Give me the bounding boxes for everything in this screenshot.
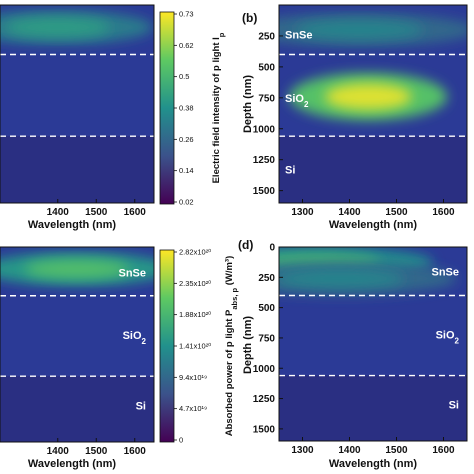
hotspot-core (324, 83, 412, 110)
panel-c: 1400 1500 1600 SnSe SiO2 Si Wavelength (nm) (0, 246, 155, 470)
x-tick-label: 1500 (385, 207, 408, 218)
hotspot-core (5, 18, 111, 37)
hotspot-core (279, 269, 405, 288)
layer-labels-b: SnSe SiO2 Si (285, 30, 313, 177)
x-ticks-c: 1400 1500 1600 (47, 438, 147, 457)
y-tick-label: 0 (269, 243, 275, 254)
y-tick-label: 1500 (253, 186, 276, 197)
plot-frame-c (0, 246, 155, 443)
x-tick-label: 1400 (47, 207, 70, 218)
y-tick-label: 500 (258, 62, 275, 73)
hotspot-core (294, 20, 424, 40)
heatmap-b (279, 5, 467, 203)
y-tick-label: 1250 (253, 155, 276, 166)
x-tick-label: 1600 (124, 207, 147, 218)
y-tick-label: 250 (258, 273, 275, 284)
y-axis-label-b: Depth (nm) (242, 75, 254, 133)
layer-label: SiO2 (436, 329, 460, 345)
colorbar-tick-label: 0.14 (179, 166, 194, 175)
colorbar-tick-label: 2.82x10²⁰ (179, 248, 211, 257)
layer-label: SiO2 (285, 93, 309, 109)
x-ticks-d: 1300 1400 1500 1600 (291, 437, 455, 456)
x-tick-label: 1400 (338, 445, 361, 456)
x-tick-label: 1400 (47, 446, 70, 457)
y-tick-label: 250 (258, 31, 275, 42)
x-tick-label: 1600 (432, 207, 455, 218)
heatmap-a (0, 5, 154, 203)
x-tick-label: 1500 (85, 207, 108, 218)
x-axis-label-a: Wavelength (nm) (28, 219, 117, 231)
y-tick-label: 1000 (253, 364, 276, 375)
x-tick-label: 1300 (291, 207, 314, 218)
layer-label: Si (449, 400, 459, 412)
heatmap-c (0, 247, 154, 442)
layer-label: SnSe (431, 266, 459, 278)
plot-frame-d (278, 246, 468, 442)
colorbar-tick-label: 1.88x10²⁰ (179, 310, 211, 319)
x-tick-label: 1500 (385, 445, 408, 456)
x-axis-label-d: Wavelength (nm) (329, 458, 418, 470)
colorbar-tick-label: 0.38 (179, 104, 194, 113)
colorbar-tick-label: 0.62 (179, 41, 194, 50)
x-tick-label: 1400 (338, 207, 361, 218)
x-tick-label: 1300 (291, 445, 314, 456)
panel-label-d: (d) (238, 238, 253, 252)
hotspot-core (24, 259, 130, 279)
x-ticks-a: 1400 1500 1600 (47, 199, 147, 218)
heatmap-d (279, 247, 467, 441)
layer-labels-d: SnSe SiO2 Si (431, 266, 459, 411)
colorbar-tick-label: 0.02 (179, 198, 194, 207)
y-ticks-b: 250 500 750 1000 1250 1500 (253, 31, 283, 197)
substrate-region (0, 376, 154, 442)
x-ticks-b: 1300 1400 1500 1600 (291, 199, 455, 218)
x-axis-label-c: Wavelength (nm) (28, 458, 117, 470)
panel-b: (b) 250 500 750 1000 1250 1500 1300 1400 1500 16… (242, 4, 468, 231)
y-tick-label: 750 (258, 333, 275, 344)
x-tick-label: 1500 (85, 446, 108, 457)
x-axis-label-b: Wavelength (nm) (329, 219, 418, 231)
colorbar-a-gradient (159, 11, 175, 205)
y-axis-label-d: Depth (nm) (242, 316, 254, 374)
y-ticks-d: 0 250 500 750 1000 1250 1500 (253, 243, 283, 435)
colorbar-c-ticks: 2.82x10²⁰ 2.35x10²⁰ 1.88x10²⁰ 1.41x10²⁰ 9.4x… (174, 248, 211, 445)
colorbar-tick-label: 1.41x10²⁰ (179, 342, 211, 351)
colorbar-tick-label: 9.4x10¹⁹ (179, 373, 207, 382)
y-tick-label: 500 (258, 303, 275, 314)
colorbar-a-ticks: 0.73 0.62 0.5 0.38 0.26 0.14 0.02 (174, 10, 194, 207)
y-tick-label: 1250 (253, 394, 276, 405)
layer-labels-c: SnSe SiO2 Si (118, 268, 146, 413)
panel-label-b: (b) (242, 11, 257, 25)
colorbar-tick-label: 0.26 (179, 135, 194, 144)
colorbar-a-label: Electric field intensity of p light Ip (211, 32, 226, 183)
x-tick-label: 1600 (432, 445, 455, 456)
y-tick-label: 1500 (253, 424, 276, 435)
substrate-region (0, 136, 154, 203)
colorbar-c-gradient (159, 249, 175, 443)
substrate-region (279, 375, 467, 441)
layer-label: SnSe (118, 268, 146, 280)
y-tick-label: 1000 (253, 124, 276, 135)
colorbar-c: 2.82x10²⁰ 2.35x10²⁰ 1.88x10²⁰ 1.41x10²⁰ 9.4x… (159, 248, 239, 445)
colorbar-tick-label: 0.73 (179, 10, 194, 19)
plot-frame-a (0, 4, 155, 204)
layer-label: SnSe (285, 30, 313, 42)
substrate-region (279, 136, 467, 203)
panel-a: 1400 1500 1600 Wavelength (nm) (0, 4, 155, 231)
layer-label: Si (136, 400, 146, 412)
colorbar-tick-label: 0 (179, 436, 183, 445)
plot-frame-b (278, 4, 468, 204)
colorbar-a: 0.73 0.62 0.5 0.38 0.26 0.14 0.02 Electric fie… (159, 10, 226, 207)
colorbar-tick-label: 0.5 (179, 72, 189, 81)
colorbar-c-label: Absorbed power of p light Pabs, p (W/m³) (224, 256, 239, 437)
layer-label: Si (285, 165, 295, 177)
layer-label: SiO2 (123, 330, 147, 346)
y-tick-label: 750 (258, 93, 275, 104)
colorbar-tick-label: 4.7x10¹⁹ (179, 404, 207, 413)
colorbar-tick-label: 2.35x10²⁰ (179, 279, 211, 288)
x-tick-label: 1600 (124, 446, 147, 457)
